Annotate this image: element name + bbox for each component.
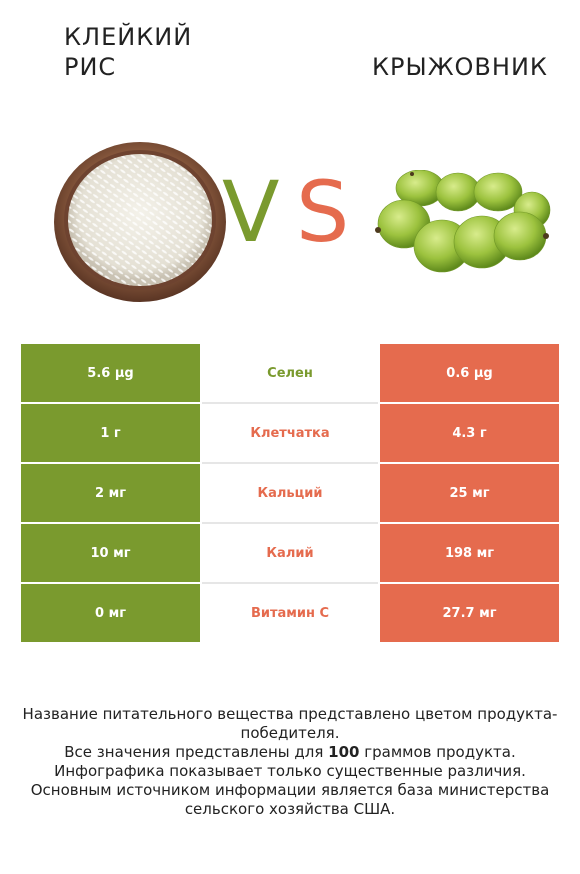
right-value: 25 мг — [380, 464, 559, 522]
row-divider — [202, 402, 378, 404]
footer-line-2-post: граммов продукта. — [359, 743, 516, 761]
left-value: 1 г — [21, 404, 200, 462]
nutrient-name: Витамин C — [202, 584, 378, 642]
row-divider — [202, 582, 378, 584]
footer-line-1: Название питательного вещества представл… — [22, 705, 558, 742]
left-food-title: Клейкий рис — [64, 23, 193, 81]
footer-notes: Название питательного вещества представл… — [20, 705, 560, 819]
right-value: 0.6 µg — [380, 344, 559, 402]
gooseberries-icon — [375, 170, 551, 273]
nutrient-name: Клетчатка — [202, 404, 378, 462]
vs-s-letter: S — [296, 163, 350, 261]
right-value: 4.3 г — [380, 404, 559, 462]
footer-line-3: Инфографика показывает только существенн… — [54, 762, 526, 780]
nutrient-name: Калий — [202, 524, 378, 582]
left-value: 0 мг — [21, 584, 200, 642]
left-value: 2 мг — [21, 464, 200, 522]
right-value: 27.7 мг — [380, 584, 559, 642]
table-row: 1 г Клетчатка 4.3 г — [21, 404, 559, 464]
row-divider — [202, 522, 378, 524]
table-row: 0 мг Витамин C 27.7 мг — [21, 584, 559, 642]
row-divider — [202, 462, 378, 464]
left-value: 10 мг — [21, 524, 200, 582]
right-food-title: Крыжовник — [372, 53, 548, 81]
vs-v-letter: V — [222, 163, 280, 261]
nutrient-name: Селен — [202, 344, 378, 402]
rice-bowl-icon — [54, 142, 226, 302]
nutrient-name: Кальций — [202, 464, 378, 522]
footer-line-4: Основным источником информации является … — [30, 781, 550, 818]
footer-line-2-bold: 100 — [328, 743, 360, 761]
right-value: 198 мг — [380, 524, 559, 582]
vs-label: V S — [222, 162, 352, 262]
table-row: 10 мг Калий 198 мг — [21, 524, 559, 584]
table-row: 5.6 µg Селен 0.6 µg — [21, 344, 559, 404]
left-value: 5.6 µg — [21, 344, 200, 402]
table-row: 2 мг Кальций 25 мг — [21, 464, 559, 524]
footer-line-2: Все значения представлены для 100 граммо… — [20, 743, 560, 762]
footer-line-2-pre: Все значения представлены для — [64, 743, 329, 761]
